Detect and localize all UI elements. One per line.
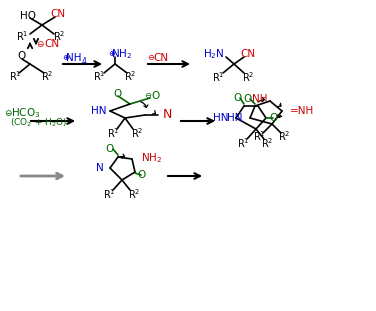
Text: R$^2$: R$^2$ <box>124 69 136 83</box>
Text: N: N <box>96 163 104 173</box>
Text: HN: HN <box>91 106 107 116</box>
Text: R$^1$: R$^1$ <box>253 129 265 143</box>
Text: $\ominus$: $\ominus$ <box>147 53 155 63</box>
Text: HCO$_3$: HCO$_3$ <box>11 106 40 120</box>
Text: N: N <box>163 109 172 122</box>
Text: R$^2$: R$^2$ <box>131 126 143 140</box>
Text: 4: 4 <box>82 57 86 66</box>
Text: R$^2$: R$^2$ <box>41 69 53 83</box>
Text: H$_2$N: H$_2$N <box>203 47 225 61</box>
Text: R$^1$: R$^1$ <box>103 187 115 201</box>
Text: O: O <box>138 170 146 180</box>
Text: R$^1$: R$^1$ <box>107 126 119 140</box>
Text: O: O <box>18 51 26 61</box>
Text: O: O <box>244 94 252 104</box>
Text: $\oplus$: $\oplus$ <box>108 49 116 58</box>
Text: CN: CN <box>153 53 168 63</box>
Text: R$^2$: R$^2$ <box>53 29 65 43</box>
Text: CN: CN <box>50 9 65 19</box>
Text: O: O <box>270 113 278 123</box>
Text: R$^1$: R$^1$ <box>237 136 249 150</box>
Text: HN: HN <box>214 113 229 123</box>
Text: O: O <box>114 89 122 99</box>
Text: HO: HO <box>20 11 36 21</box>
Text: CN: CN <box>240 49 256 59</box>
Text: R$^1$: R$^1$ <box>9 69 21 83</box>
Text: R$^2$: R$^2$ <box>128 187 140 201</box>
Text: R$^1$: R$^1$ <box>212 70 224 84</box>
Text: NH: NH <box>252 94 268 104</box>
Text: R$^1$: R$^1$ <box>16 29 28 43</box>
Text: $\ominus$: $\ominus$ <box>144 91 152 100</box>
Text: $\ominus$: $\ominus$ <box>4 108 13 118</box>
Text: O: O <box>151 91 159 101</box>
Text: $\oplus$: $\oplus$ <box>62 53 70 63</box>
Text: R$^2$: R$^2$ <box>278 129 290 143</box>
Text: O: O <box>106 144 114 154</box>
Text: R$^2$: R$^2$ <box>242 70 254 84</box>
Text: =NH: =NH <box>290 106 314 116</box>
Text: R$^1$: R$^1$ <box>93 69 105 83</box>
Text: (CO$_2$ + H$_2$O): (CO$_2$ + H$_2$O) <box>10 117 67 129</box>
Text: O: O <box>234 93 242 103</box>
Text: NH: NH <box>66 53 82 63</box>
Text: $\ominus$: $\ominus$ <box>36 39 44 49</box>
Text: NH$_2$: NH$_2$ <box>111 47 133 61</box>
Text: HN: HN <box>227 113 243 123</box>
Text: CN: CN <box>44 39 59 49</box>
Text: R$^2$: R$^2$ <box>261 136 273 150</box>
Text: NH$_2$: NH$_2$ <box>141 151 162 165</box>
